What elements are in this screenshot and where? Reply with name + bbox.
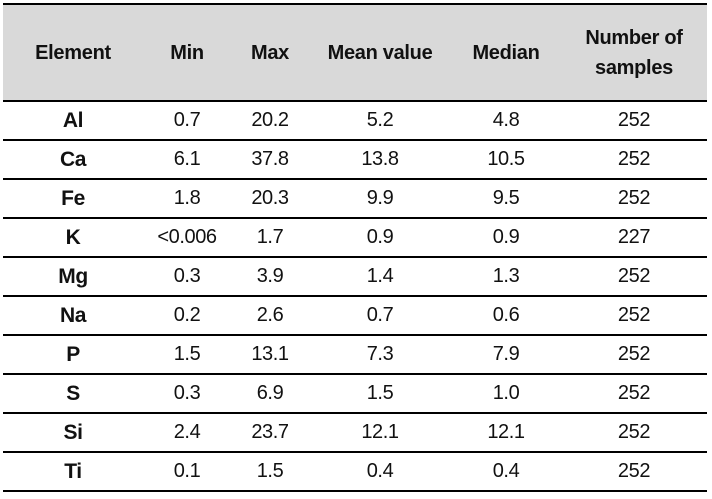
median-cell: 1.3 (451, 257, 561, 297)
table-row: Al 0.7 20.2 5.2 4.8 252 (3, 101, 707, 141)
element-cell: Si (3, 413, 143, 453)
median-cell: 4.8 (451, 101, 561, 141)
max-cell: 13.1 (231, 335, 309, 375)
max-cell: 20.3 (231, 179, 309, 219)
median-cell: 1.0 (451, 374, 561, 414)
element-cell: Na (3, 296, 143, 336)
element-cell: P (3, 335, 143, 375)
element-cell: S (3, 374, 143, 414)
samples-cell: 252 (561, 296, 707, 336)
median-cell: 0.6 (451, 296, 561, 336)
header-element: Element (3, 3, 143, 102)
header-max: Max (231, 3, 309, 102)
min-cell: 6.1 (143, 140, 231, 180)
median-cell: 0.9 (451, 218, 561, 258)
mean-cell: 5.2 (309, 101, 451, 141)
max-cell: 23.7 (231, 413, 309, 453)
median-cell: 7.9 (451, 335, 561, 375)
max-cell: 20.2 (231, 101, 309, 141)
header-mean-value: Mean value (309, 3, 451, 102)
header-min: Min (143, 3, 231, 102)
table-row: Mg 0.3 3.9 1.4 1.3 252 (3, 257, 707, 297)
table-row: P 1.5 13.1 7.3 7.9 252 (3, 335, 707, 375)
samples-cell: 252 (561, 179, 707, 219)
table-row: Na 0.2 2.6 0.7 0.6 252 (3, 296, 707, 336)
max-cell: 6.9 (231, 374, 309, 414)
element-cell: Al (3, 101, 143, 141)
samples-cell: 252 (561, 140, 707, 180)
mean-cell: 12.1 (309, 413, 451, 453)
min-cell: 0.7 (143, 101, 231, 141)
table-row: Ca 6.1 37.8 13.8 10.5 252 (3, 140, 707, 180)
mean-cell: 0.9 (309, 218, 451, 258)
min-cell: 1.8 (143, 179, 231, 219)
min-cell: 0.3 (143, 374, 231, 414)
mean-cell: 0.4 (309, 452, 451, 492)
max-cell: 1.7 (231, 218, 309, 258)
max-cell: 2.6 (231, 296, 309, 336)
min-cell: 0.2 (143, 296, 231, 336)
median-cell: 9.5 (451, 179, 561, 219)
table-row: S 0.3 6.9 1.5 1.0 252 (3, 374, 707, 414)
element-cell: K (3, 218, 143, 258)
table-row: Si 2.4 23.7 12.1 12.1 252 (3, 413, 707, 453)
min-cell: 0.3 (143, 257, 231, 297)
header-row: Element Min Max Mean value Median Number… (3, 3, 707, 102)
mean-cell: 7.3 (309, 335, 451, 375)
header-number-of-samples: Number of samples (561, 3, 707, 102)
max-cell: 3.9 (231, 257, 309, 297)
samples-cell: 252 (561, 374, 707, 414)
samples-cell: 252 (561, 257, 707, 297)
table-row: Ti 0.1 1.5 0.4 0.4 252 (3, 452, 707, 492)
min-cell: <0.006 (143, 218, 231, 258)
samples-cell: 252 (561, 452, 707, 492)
max-cell: 1.5 (231, 452, 309, 492)
mean-cell: 0.7 (309, 296, 451, 336)
samples-cell: 252 (561, 101, 707, 141)
element-cell: Mg (3, 257, 143, 297)
element-statistics-table: Element Min Max Mean value Median Number… (3, 3, 707, 492)
data-table-container: Element Min Max Mean value Median Number… (3, 3, 707, 495)
max-cell: 37.8 (231, 140, 309, 180)
min-cell: 0.1 (143, 452, 231, 492)
element-cell: Fe (3, 179, 143, 219)
median-cell: 12.1 (451, 413, 561, 453)
samples-cell: 227 (561, 218, 707, 258)
mean-cell: 1.5 (309, 374, 451, 414)
header-median: Median (451, 3, 561, 102)
samples-cell: 252 (561, 335, 707, 375)
mean-cell: 1.4 (309, 257, 451, 297)
element-cell: Ti (3, 452, 143, 492)
table-row: K <0.006 1.7 0.9 0.9 227 (3, 218, 707, 258)
table-row: Fe 1.8 20.3 9.9 9.5 252 (3, 179, 707, 219)
mean-cell: 9.9 (309, 179, 451, 219)
mean-cell: 13.8 (309, 140, 451, 180)
element-cell: Ca (3, 140, 143, 180)
min-cell: 2.4 (143, 413, 231, 453)
min-cell: 1.5 (143, 335, 231, 375)
samples-cell: 252 (561, 413, 707, 453)
median-cell: 10.5 (451, 140, 561, 180)
median-cell: 0.4 (451, 452, 561, 492)
